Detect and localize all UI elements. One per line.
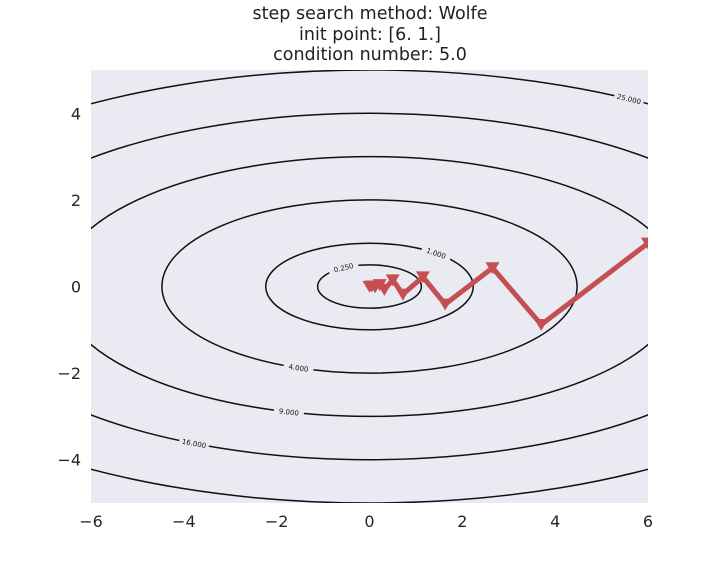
contour-label-gap [613, 90, 645, 108]
contour-level-1 [264, 242, 475, 331]
contour-level-0 [316, 264, 423, 309]
x-tick-label: −2 [265, 512, 289, 531]
x-tick-label: −4 [172, 512, 196, 531]
path-marker-2 [485, 262, 500, 275]
contour-label-gap [178, 435, 210, 452]
contour-level-2 [161, 199, 578, 374]
title-line-method: step search method: Wolfe [252, 4, 488, 24]
y-tick-label: 2 [71, 191, 81, 210]
path-marker-11 [362, 280, 377, 293]
y-tick-label: −4 [57, 451, 81, 470]
y-tick-label: 4 [71, 104, 81, 123]
descent-path [362, 237, 648, 331]
y-tick-label: 0 [71, 278, 81, 297]
contour-label-gap [327, 259, 360, 277]
y-axis-ticks: −4 −2 0 2 4 [57, 104, 81, 469]
contour-label: 9.000 [278, 407, 299, 417]
contour-label-gap [420, 243, 453, 264]
chart-title: step search method: Wolfe init point: [6… [0, 4, 720, 66]
x-tick-label: −6 [79, 512, 103, 531]
x-tick-label: 4 [550, 512, 560, 531]
x-tick-label: 0 [364, 512, 374, 531]
y-tick-label: −2 [57, 364, 81, 383]
path-marker-1 [534, 319, 549, 331]
path-marker-3 [438, 298, 453, 311]
path-marker-4 [415, 271, 430, 284]
title-line-init-point: init point: [6. 1.] [299, 24, 441, 45]
contour-level-4 [91, 112, 648, 461]
path-marker-6 [385, 274, 400, 287]
x-tick-label: 2 [457, 512, 467, 531]
contour-level-3 [91, 155, 648, 418]
contour-label-gap [282, 360, 315, 376]
contour-label: 4.000 [288, 363, 309, 374]
x-tick-label: 6 [643, 512, 653, 531]
contour-label-gap [273, 405, 305, 419]
x-axis-ticks: −6 −4 −2 0 2 4 6 [79, 512, 653, 531]
path-marker-0 [641, 237, 648, 250]
contour-lines [91, 70, 648, 503]
path-marker-5 [395, 288, 410, 301]
title-line-condition-number: condition number: 5.0 [273, 45, 467, 65]
